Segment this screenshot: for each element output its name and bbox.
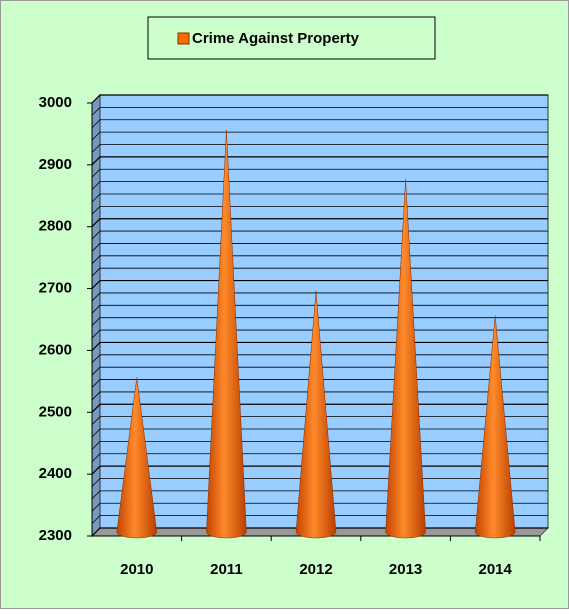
y-tick-label: 2500 (39, 403, 72, 420)
grid-line (91, 156, 548, 166)
y-tick-label: 2800 (39, 218, 72, 235)
y-tick-label: 3000 (39, 94, 72, 111)
y-tick-label: 2400 (39, 465, 72, 482)
cone (385, 179, 426, 539)
grid-line (91, 168, 548, 178)
grid-line (91, 106, 548, 116)
legend-box (147, 16, 436, 60)
grid-line (91, 279, 548, 289)
x-tick-label: 2014 (479, 561, 513, 578)
grid-line (91, 267, 548, 277)
legend-label: Crime Against Property (192, 30, 360, 47)
cone (206, 129, 247, 539)
y-tick-label: 2700 (39, 280, 72, 297)
grid-line (91, 205, 548, 215)
grid-line (91, 94, 548, 104)
y-tick-label: 2300 (39, 527, 72, 544)
x-tick-label: 2012 (299, 561, 332, 578)
grid-line (91, 292, 548, 302)
grid-line (91, 230, 548, 240)
cone (116, 377, 158, 539)
grid-line (91, 144, 548, 153)
grid-line (91, 243, 548, 252)
legend-swatch (177, 32, 190, 45)
grid-line (91, 255, 548, 265)
grid-line (91, 193, 548, 203)
grid-line (91, 119, 548, 129)
grid-line (91, 181, 548, 190)
grid-line (91, 218, 548, 228)
cone (474, 315, 516, 539)
x-tick-label: 2010 (120, 561, 153, 578)
x-tick-label: 2011 (210, 561, 243, 578)
x-tick-label: 2013 (389, 561, 422, 578)
cone (295, 290, 337, 539)
y-tick-label: 2600 (39, 341, 72, 358)
grid-line (91, 131, 548, 141)
y-tick-label: 2900 (39, 156, 72, 173)
